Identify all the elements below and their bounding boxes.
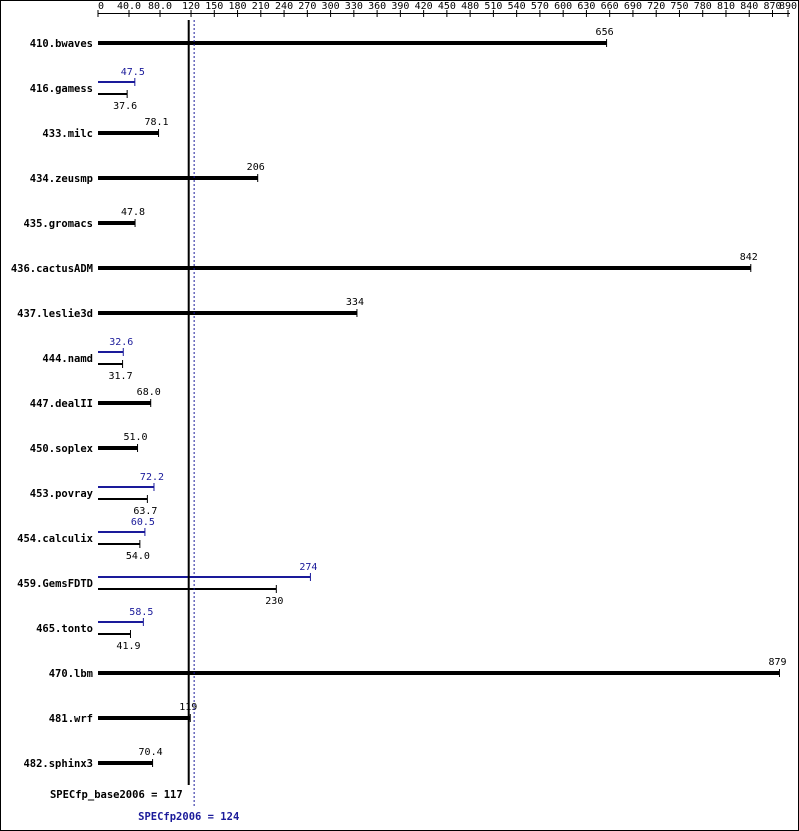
x-tick-label: 540 [508,1,526,12]
category-label: 433.milc [42,128,93,140]
category-label: 435.gromacs [23,218,93,230]
category-label: 481.wrf [49,713,93,725]
x-tick-label: 300 [322,1,340,12]
x-tick-label: 890 [779,1,797,12]
x-tick-label: 870 [763,1,781,12]
category-label: 434.zeusmp [30,173,93,185]
metric-label: SPECfp_base2006 = 117 [50,789,183,801]
value-label: 274 [299,562,317,573]
x-tick-label: 510 [484,1,502,12]
x-tick-label: 570 [531,1,549,12]
value-label: 60.5 [131,517,155,528]
value-label: 879 [768,657,786,668]
category-label: 465.tonto [36,623,93,635]
x-tick-label: 690 [624,1,642,12]
x-tick-label: 150 [205,1,223,12]
category-label: 436.cactusADM [11,263,93,275]
value-label: 230 [265,596,283,607]
x-tick-label: 600 [554,1,572,12]
value-label: 72.2 [140,472,164,483]
x-tick-label: 810 [717,1,735,12]
value-label: 78.1 [145,117,169,128]
x-tick-label: 210 [252,1,270,12]
x-tick-label: 630 [577,1,595,12]
value-label: 41.9 [116,641,140,652]
category-label: 453.povray [30,488,94,500]
category-label: 470.lbm [49,668,93,680]
category-label: 410.bwaves [30,38,93,50]
value-label: 334 [346,297,364,308]
category-label: 454.calculix [17,533,94,545]
x-tick-label: 270 [298,1,316,12]
x-tick-label: 360 [368,1,386,12]
x-tick-label: 40.0 [117,1,141,12]
value-label: 47.5 [121,67,145,78]
value-label: 37.6 [113,101,137,112]
x-tick-label: 720 [647,1,665,12]
value-label: 206 [247,162,265,173]
value-label: 68.0 [137,387,161,398]
x-tick-label: 120 [182,1,200,12]
x-tick-label: 780 [694,1,712,12]
category-label: 450.soplex [30,443,94,455]
category-label: 437.leslie3d [17,308,93,320]
category-label: 416.gamess [30,83,93,95]
value-label: 842 [740,252,758,263]
x-tick-label: 480 [461,1,479,12]
category-label: 482.sphinx3 [23,758,93,770]
x-tick-label: 750 [670,1,688,12]
value-label: 54.0 [126,551,150,562]
value-label: 63.7 [133,506,157,517]
value-label: 31.7 [109,371,133,382]
category-label: 447.dealII [30,398,93,410]
value-label: 656 [596,27,614,38]
x-tick-label: 450 [438,1,456,12]
x-tick-label: 240 [275,1,293,12]
x-tick-label: 420 [415,1,433,12]
x-tick-label: 660 [601,1,619,12]
value-label: 32.6 [109,337,133,348]
x-tick-label: 180 [229,1,247,12]
x-tick-label: 840 [740,1,758,12]
value-label: 70.4 [139,747,163,758]
category-label: 444.namd [42,353,93,365]
value-label: 58.5 [129,607,153,618]
metric-label: SPECfp2006 = 124 [138,811,239,823]
x-tick-label: 330 [345,1,363,12]
category-label: 459.GemsFDTD [17,578,93,590]
x-tick-label: 0 [98,1,104,12]
value-label: 51.0 [123,432,147,443]
x-tick-label: 390 [391,1,409,12]
value-label: 47.8 [121,207,145,218]
x-tick-label: 80.0 [148,1,172,12]
